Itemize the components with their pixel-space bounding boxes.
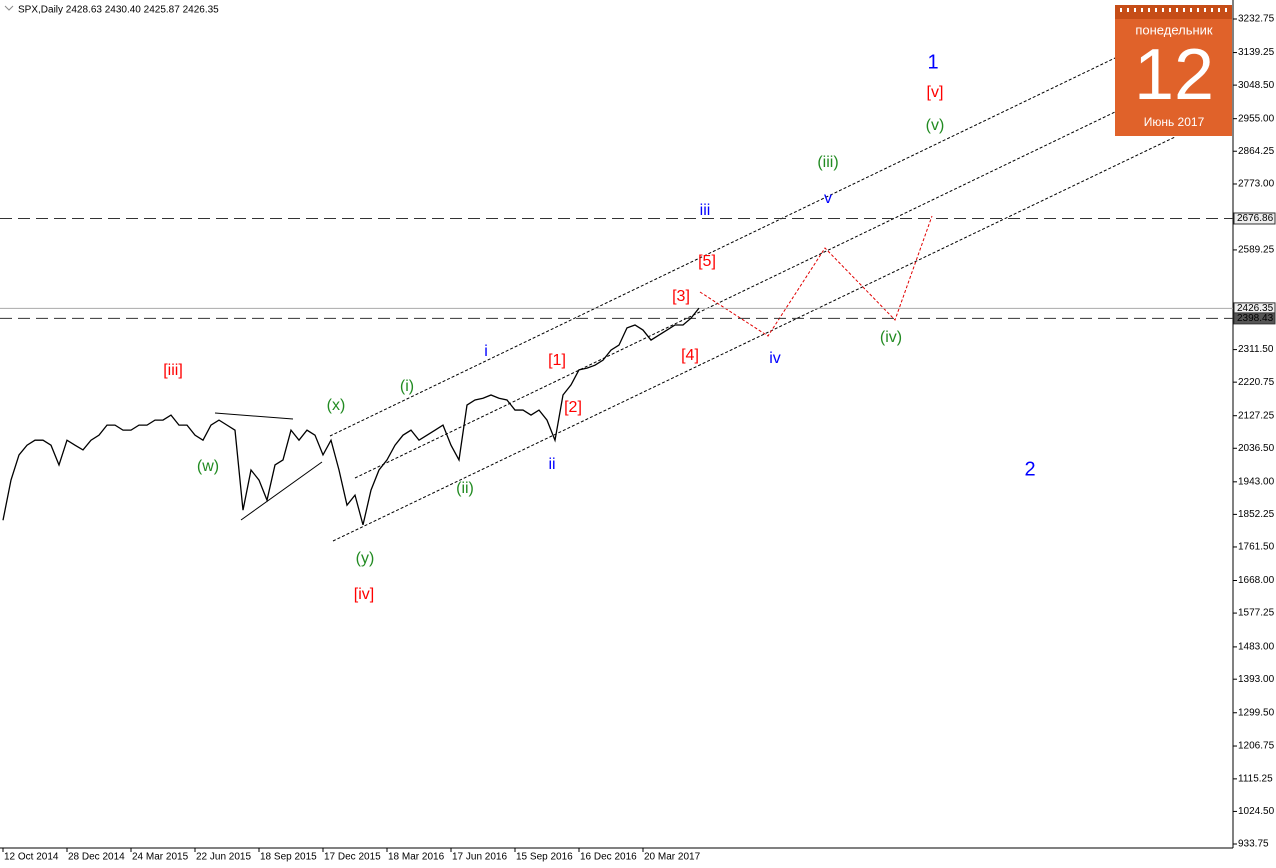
wave-label: (iv) — [880, 329, 902, 346]
wave-label: [v] — [927, 84, 944, 101]
y-tick-label: 2955.00 — [1238, 113, 1275, 124]
wave-label: ii — [548, 456, 555, 473]
y-tick-label: 3048.50 — [1238, 80, 1275, 91]
triangle-top — [214, 412, 294, 420]
y-tick-label: 1483.00 — [1238, 642, 1275, 653]
x-tick-label: 28 Dec 2014 — [68, 852, 125, 863]
triangle-bottom — [240, 461, 323, 521]
wave-label: i — [484, 343, 488, 360]
x-tick-label: 17 Jun 2016 — [452, 852, 507, 863]
y-tick-label: 2773.00 — [1238, 179, 1275, 190]
x-tick-label: 18 Mar 2016 — [388, 852, 445, 863]
header: SPX,Daily 2428.63 2430.40 2425.87 2426.3… — [18, 5, 219, 16]
x-tick-label: 20 Mar 2017 — [644, 852, 701, 863]
wave-label: (ii) — [456, 480, 474, 497]
channel-lines — [329, 57, 1176, 542]
x-tick-label: 24 Mar 2015 — [132, 852, 189, 863]
wave-label: 2 — [1024, 458, 1035, 480]
calendar-rings — [1115, 5, 1232, 19]
level-label: 2426.35 — [1237, 303, 1274, 314]
channel-upper — [329, 57, 1116, 437]
y-tick-label: 1299.50 — [1238, 707, 1275, 718]
header-icon — [4, 5, 14, 11]
x-tick-label: 18 Sep 2015 — [260, 852, 317, 863]
wave-label: (v) — [926, 117, 945, 134]
y-tick-label: 933.75 — [1238, 839, 1269, 850]
level-box — [1233, 212, 1276, 225]
wave-label: (iii) — [817, 154, 838, 171]
y-tick-label: 3139.25 — [1238, 47, 1275, 58]
x-tick-label: 22 Jun 2015 — [196, 852, 251, 863]
wave-label: (w) — [197, 458, 219, 475]
y-tick-label: 2220.75 — [1238, 377, 1275, 388]
y-tick-label: 1024.50 — [1238, 806, 1275, 817]
level-label: 2676.86 — [1237, 213, 1274, 224]
wave-label: (i) — [400, 378, 414, 395]
y-tick-label: 1577.25 — [1238, 608, 1275, 619]
triangle — [214, 412, 323, 521]
y-tick-label: 1393.00 — [1238, 674, 1275, 685]
wave-label: 1 — [927, 51, 938, 73]
x-tick-label: 16 Dec 2016 — [580, 852, 637, 863]
x-tick-label: 15 Sep 2016 — [516, 852, 573, 863]
y-tick-label: 2864.25 — [1238, 146, 1275, 157]
y-tick-label: 1115.25 — [1238, 774, 1273, 785]
wave-label: [1] — [548, 352, 566, 369]
x-tick-label: 17 Dec 2015 — [324, 852, 381, 863]
price-line — [2, 307, 700, 526]
y-tick-label: 2311.50 — [1238, 344, 1274, 355]
y-tick-label: 1761.50 — [1238, 542, 1275, 553]
calendar-weekday: понедельник — [1135, 22, 1213, 37]
wave-label: [iii] — [163, 362, 183, 379]
projection-path — [699, 215, 933, 337]
y-tick-label: 1206.75 — [1238, 741, 1275, 752]
channel-middle — [354, 111, 1116, 479]
wave-label: [5] — [698, 253, 716, 270]
wave-label: [4] — [681, 347, 699, 364]
y-tick-label: 3232.75 — [1238, 14, 1275, 25]
calendar-day: 12 — [1134, 35, 1214, 115]
wave-label: (x) — [327, 397, 346, 414]
level-box — [1233, 312, 1276, 325]
y-tick-label: 2127.25 — [1238, 410, 1275, 421]
channel-lower — [332, 136, 1176, 542]
calendar-month: Июнь 2017 — [1144, 115, 1205, 129]
y-tick-label: 1852.25 — [1238, 509, 1275, 520]
wave-label: [2] — [564, 399, 582, 416]
wave-label: v — [824, 190, 832, 207]
y-tick-label: 1943.00 — [1238, 476, 1275, 487]
level-label: 2398.43 — [1237, 313, 1274, 324]
x-tick-label: 12 Oct 2014 — [4, 852, 59, 863]
wave-label: [iv] — [354, 586, 374, 603]
wave-label: [3] — [672, 288, 690, 305]
y-tick-label: 2589.25 — [1238, 245, 1275, 256]
calendar: понедельник 12 Июнь 2017 — [1115, 5, 1232, 136]
y-tick-label: 1668.00 — [1238, 575, 1275, 586]
wave-label: (y) — [356, 550, 375, 567]
wave-label: iii — [700, 202, 711, 219]
calendar-box — [1115, 5, 1232, 136]
wave-label: iv — [769, 350, 781, 367]
y-tick-label: 2036.50 — [1238, 443, 1275, 454]
